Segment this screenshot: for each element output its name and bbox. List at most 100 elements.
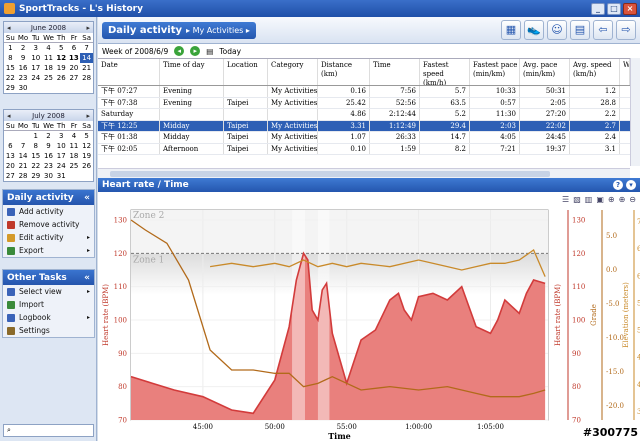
table-row[interactable]: 下午 02:05 Afternoon Taipei My Activities 0.10… (98, 143, 640, 155)
calendar-day[interactable]: 5 (58, 44, 64, 52)
calendar-day[interactable]: 2 (46, 132, 51, 140)
column-header[interactable]: Fastest speed (km/h) (420, 59, 470, 85)
calendar-day[interactable]: 14 (80, 53, 93, 63)
calendar-day[interactable]: 11 (44, 54, 53, 62)
today-button[interactable]: Today (219, 46, 242, 56)
calendar-day[interactable]: 30 (44, 172, 53, 180)
view-subtitle[interactable]: ▸ My Activities ▸ (186, 25, 250, 35)
calendar-day[interactable]: 25 (44, 74, 53, 82)
prev-week-button[interactable]: ◂ (174, 46, 185, 56)
calendar-day[interactable]: 27 (69, 74, 79, 82)
minimize-button[interactable]: _ (591, 2, 605, 15)
grid-vertical-scrollbar[interactable] (630, 58, 640, 166)
zoom-out-icon[interactable]: ⊖ (629, 194, 636, 204)
calendar-day[interactable]: 23 (44, 162, 53, 170)
calendar-day[interactable]: 7 (20, 142, 26, 150)
back-arrow-icon[interactable]: ⇦ (593, 20, 613, 40)
calendar-day[interactable]: 1 (33, 132, 39, 140)
calendar-day[interactable]: 22 (31, 162, 41, 170)
calendar-day[interactable]: 21 (82, 64, 92, 72)
table-row[interactable]: 下午 07:27 Evening My Activities 0.16 7:56 5.7 1… (98, 86, 640, 98)
column-header[interactable]: Distance (km) (318, 59, 370, 85)
image-icon[interactable]: ▧ (573, 194, 581, 204)
other-tasks-item[interactable]: Select view ▸ (3, 285, 94, 298)
calendar-day[interactable]: 26 (82, 162, 92, 170)
calendar-day[interactable]: 25 (69, 162, 79, 170)
column-header[interactable]: Time of day (160, 59, 224, 85)
info-icon[interactable]: ? (613, 180, 623, 190)
calendar-day[interactable]: 9 (20, 54, 26, 62)
calendar-day[interactable]: 15 (5, 64, 15, 72)
report-icon[interactable]: ▤ (570, 20, 590, 40)
other-tasks-item[interactable]: Import (3, 298, 94, 311)
calendar-day[interactable]: 22 (5, 74, 15, 82)
scroll-thumb[interactable] (110, 171, 550, 177)
calendar-day[interactable]: 24 (31, 74, 41, 82)
zoom-in-icon[interactable]: ⊕ (618, 194, 626, 204)
calendar-day[interactable]: 17 (31, 64, 41, 72)
column-header[interactable]: We (620, 59, 630, 85)
calendar-day[interactable]: 3 (33, 44, 39, 52)
next-week-button[interactable]: ▸ (190, 46, 201, 56)
table-row[interactable]: 下午 01:38 Midday Taipei My Activities 1.07 26:… (98, 132, 640, 144)
daily-activity-item[interactable]: Remove activity (3, 218, 94, 231)
calendar-july[interactable]: ◂ July 2008 ▸ Su Mo Tu We Th Fr Sa 1 2 3 4 5 6 7 8 9 10 11 12… (3, 109, 94, 182)
column-header[interactable]: Avg. speed (km/h) (570, 59, 620, 85)
calendar-day[interactable]: 26 (56, 74, 66, 82)
heart-rate-chart[interactable]: Zone 2 Zone 1 70 80 90 100 110 120 130 Heart rate… (98, 206, 640, 441)
calendar-day[interactable]: 29 (5, 84, 15, 92)
calendar-day[interactable]: 27 (5, 172, 15, 180)
calendar-day[interactable]: 30 (18, 84, 28, 92)
calendar-day[interactable]: 21 (18, 162, 28, 170)
column-header[interactable]: Avg. pace (min/km) (520, 59, 570, 85)
collapse-icon[interactable]: « (84, 192, 90, 203)
daily-activity-header[interactable]: Daily activity « (3, 190, 94, 205)
calendar-day[interactable]: 17 (56, 152, 66, 160)
calendar-day[interactable]: 12 (82, 142, 92, 150)
daily-activity-item[interactable]: Edit activity ▸ (3, 231, 94, 244)
calendar-day[interactable]: 19 (82, 152, 92, 160)
calendar-day[interactable]: 28 (82, 74, 92, 82)
collapse-icon[interactable]: « (84, 272, 90, 283)
daily-activity-item[interactable]: Export ▸ (3, 244, 94, 257)
zoom-fit-icon[interactable]: ▣ (596, 194, 604, 204)
calendar-day[interactable]: 16 (44, 152, 53, 160)
calendar-day[interactable]: 18 (44, 64, 53, 72)
calendar-june[interactable]: ◂ June 2008 ▸ Su Mo Tu We Th Fr Sa 1 2 3 4 5 6 7 8 9 10 11 12… (3, 21, 94, 94)
calendar-view-icon[interactable]: ▦ (501, 20, 521, 40)
calendar-day[interactable]: 8 (33, 142, 39, 150)
calendar-day[interactable]: 16 (18, 64, 28, 72)
column-header[interactable]: Location (224, 59, 268, 85)
calendar-day[interactable]: 4 (71, 132, 77, 140)
target-icon[interactable]: ⊕ (607, 194, 615, 204)
chart-type-icon[interactable]: ▥ (584, 194, 593, 204)
column-header[interactable]: Date (98, 59, 160, 85)
calendar-day[interactable]: 2 (20, 44, 26, 52)
column-header[interactable]: Fastest pace (min/km) (470, 59, 520, 85)
chart-menu-icon[interactable]: ▾ (626, 180, 636, 190)
maximize-button[interactable]: □ (607, 2, 621, 15)
other-tasks-header[interactable]: Other Tasks « (3, 270, 94, 285)
column-header[interactable]: Category (268, 59, 318, 85)
calendar-day[interactable]: 1 (8, 44, 13, 52)
calendar-day[interactable]: 10 (31, 54, 41, 62)
calendar-day[interactable]: 6 (71, 44, 77, 52)
calendar-day[interactable]: 29 (31, 172, 41, 180)
calendar-day[interactable]: 18 (69, 152, 79, 160)
close-button[interactable]: × (623, 2, 637, 15)
next-month-icon[interactable]: ▸ (86, 111, 90, 120)
calendar-day[interactable]: 24 (56, 162, 66, 170)
calendar-day[interactable]: 31 (56, 172, 66, 180)
forward-arrow-icon[interactable]: ⇨ (616, 20, 636, 40)
daily-activity-item[interactable]: Add activity (3, 205, 94, 218)
other-tasks-item[interactable]: Logbook ▸ (3, 311, 94, 324)
calendar-day[interactable]: 3 (58, 132, 64, 140)
calendar-day[interactable]: 20 (69, 64, 79, 72)
column-header[interactable]: Time (370, 59, 420, 85)
calendar-day[interactable]: 13 (69, 54, 79, 62)
group-row[interactable]: Saturday 4.86 2:12:44 5.2 11:30 27:20 2.2 (98, 109, 640, 121)
table-row[interactable]: 下午 12:25 Midday Taipei My Activities 3.31 1:1… (98, 120, 640, 132)
other-tasks-item[interactable]: Settings (3, 324, 94, 337)
prev-month-icon[interactable]: ◂ (7, 23, 11, 32)
calendar-day[interactable]: 8 (8, 54, 13, 62)
